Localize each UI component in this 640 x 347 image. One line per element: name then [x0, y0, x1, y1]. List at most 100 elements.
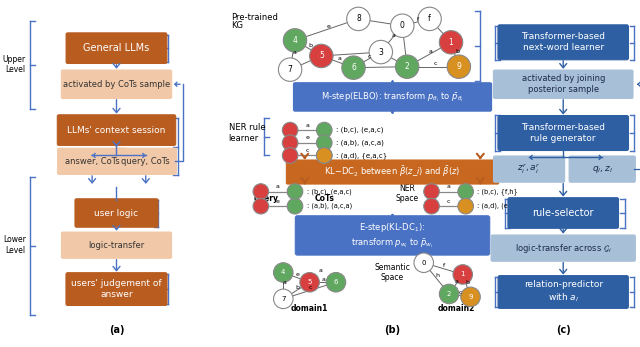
- Circle shape: [424, 184, 439, 199]
- Text: activated by CoTs sample: activated by CoTs sample: [63, 80, 170, 89]
- Circle shape: [287, 198, 303, 214]
- Text: 6: 6: [333, 279, 338, 285]
- Circle shape: [458, 184, 474, 199]
- FancyBboxPatch shape: [493, 156, 564, 182]
- Text: a: a: [305, 123, 309, 128]
- Text: a: a: [337, 57, 341, 61]
- Text: E-step(KL-DC$_1$):
transform $p_{w_i}$ to $\bar{p}_{w_i}$: E-step(KL-DC$_1$): transform $p_{w_i}$ t…: [351, 221, 434, 250]
- Text: (a): (a): [109, 325, 124, 335]
- Text: b: b: [308, 43, 312, 48]
- Text: c: c: [367, 54, 371, 59]
- Text: 1: 1: [449, 38, 453, 47]
- Text: c: c: [309, 285, 312, 290]
- Text: answer, CoTs: answer, CoTs: [65, 157, 120, 166]
- Circle shape: [316, 148, 332, 163]
- Text: $z_i^r, a_i^r$: $z_i^r, a_i^r$: [517, 162, 541, 176]
- Text: KG: KG: [232, 21, 244, 30]
- Text: a: a: [392, 33, 396, 39]
- Text: Transformer-based
next-word learner: Transformer-based next-word learner: [521, 32, 605, 52]
- Text: domain1: domain1: [291, 304, 328, 313]
- Circle shape: [369, 40, 392, 64]
- FancyBboxPatch shape: [569, 156, 636, 182]
- Text: query: query: [253, 194, 278, 203]
- Text: a: a: [319, 268, 323, 273]
- Text: : (b,c), (e,a,c): : (b,c), (e,a,c): [307, 188, 351, 195]
- FancyBboxPatch shape: [75, 199, 158, 227]
- Text: f: f: [417, 17, 419, 22]
- FancyBboxPatch shape: [498, 25, 628, 60]
- Text: relation-predictor
with $a_l$: relation-predictor with $a_l$: [524, 280, 603, 304]
- Text: c: c: [433, 61, 436, 66]
- Circle shape: [287, 184, 303, 199]
- FancyBboxPatch shape: [294, 83, 492, 111]
- Circle shape: [282, 148, 298, 163]
- Text: e: e: [326, 24, 331, 29]
- Circle shape: [439, 284, 459, 304]
- FancyBboxPatch shape: [498, 116, 628, 151]
- Text: b: b: [455, 49, 459, 54]
- Text: a: a: [429, 49, 433, 54]
- Text: 1: 1: [461, 271, 465, 278]
- Text: a: a: [455, 279, 459, 284]
- FancyBboxPatch shape: [286, 160, 499, 184]
- Text: 0: 0: [422, 260, 426, 266]
- Text: : (a,b), (a,c,a): : (a,b), (a,c,a): [307, 203, 352, 210]
- Text: c: c: [459, 290, 463, 295]
- Text: c: c: [447, 199, 451, 204]
- Circle shape: [316, 122, 332, 138]
- Circle shape: [414, 253, 433, 272]
- Text: Pre-trained: Pre-trained: [232, 13, 278, 22]
- Text: 0: 0: [400, 21, 404, 30]
- Text: : (b,c), {f,h}: : (b,c), {f,h}: [477, 188, 518, 195]
- FancyBboxPatch shape: [498, 276, 628, 308]
- Text: 6: 6: [351, 63, 356, 72]
- Circle shape: [253, 184, 269, 199]
- Text: 5: 5: [307, 279, 312, 285]
- Text: : (a,b), (a,c,a): : (a,b), (a,c,a): [336, 139, 384, 146]
- Text: 8: 8: [356, 15, 361, 23]
- Circle shape: [278, 58, 302, 81]
- Text: query, CoTs: query, CoTs: [122, 157, 170, 166]
- Circle shape: [326, 272, 346, 292]
- Circle shape: [316, 135, 332, 151]
- Text: General LLMs: General LLMs: [83, 43, 150, 53]
- Text: 5: 5: [319, 51, 324, 60]
- Text: b: b: [296, 285, 300, 290]
- Text: f: f: [428, 15, 431, 23]
- FancyBboxPatch shape: [66, 33, 167, 64]
- Text: NER
Space: NER Space: [396, 184, 419, 203]
- Circle shape: [282, 122, 298, 138]
- Text: KL$-$DC$_2$ between $\bar{\beta}(z\_i)$ and $\bar{\beta}(z)$: KL$-$DC$_2$ between $\bar{\beta}(z\_i)$ …: [324, 164, 461, 179]
- Circle shape: [453, 265, 472, 284]
- Text: Upper
Level: Upper Level: [3, 55, 26, 75]
- Text: a: a: [292, 50, 296, 54]
- Text: a: a: [447, 184, 451, 189]
- Text: (c): (c): [556, 325, 571, 335]
- Text: user logic: user logic: [95, 209, 138, 218]
- Text: 2: 2: [404, 62, 410, 71]
- Text: 2: 2: [447, 291, 451, 297]
- Text: 4: 4: [281, 270, 285, 276]
- Text: 7: 7: [281, 296, 285, 302]
- Text: h: h: [435, 273, 440, 278]
- Text: e: e: [276, 199, 280, 204]
- FancyBboxPatch shape: [61, 232, 172, 258]
- Text: logic-transfer across $\mathcal{G}_i$: logic-transfer across $\mathcal{G}_i$: [515, 242, 612, 255]
- FancyBboxPatch shape: [491, 235, 636, 261]
- Text: activated by joining
posterior sample: activated by joining posterior sample: [522, 74, 605, 94]
- Circle shape: [390, 14, 414, 37]
- Text: f: f: [443, 263, 445, 268]
- Text: LLMs' context session: LLMs' context session: [67, 126, 166, 135]
- Text: 3: 3: [378, 48, 383, 57]
- Circle shape: [300, 272, 319, 292]
- FancyBboxPatch shape: [115, 148, 177, 175]
- Circle shape: [316, 148, 332, 163]
- FancyBboxPatch shape: [508, 198, 618, 228]
- Circle shape: [458, 198, 474, 214]
- Text: : (b,c), (e,a,c): : (b,c), (e,a,c): [336, 127, 383, 133]
- Circle shape: [253, 198, 269, 214]
- Text: CoTs: CoTs: [314, 194, 334, 203]
- Circle shape: [273, 289, 293, 308]
- Circle shape: [461, 287, 480, 307]
- Circle shape: [347, 7, 370, 31]
